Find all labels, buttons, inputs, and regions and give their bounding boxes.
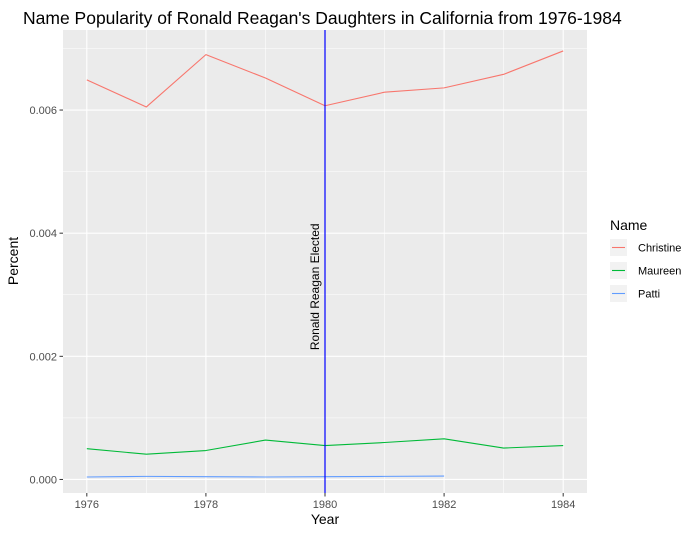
series-line-patti bbox=[86, 475, 445, 478]
y-axis-title: Percent bbox=[5, 237, 21, 285]
reference-line-layer: Ronald Reagan Elected bbox=[308, 30, 326, 493]
election-annotation: Ronald Reagan Elected bbox=[308, 223, 322, 350]
y-tick-label: 0.004 bbox=[29, 228, 57, 240]
y-tick-label: 0.002 bbox=[29, 351, 57, 363]
x-axis-title: Year bbox=[311, 511, 340, 527]
legend-label-christine: Christine bbox=[638, 243, 681, 255]
x-tick-label: 1982 bbox=[432, 499, 456, 511]
y-axis-ticks: 0.000 0.002 0.004 0.006 bbox=[29, 105, 63, 486]
x-tick-label: 1980 bbox=[313, 499, 337, 511]
x-tick-label: 1976 bbox=[75, 499, 99, 511]
x-axis-ticks: 1976 1978 1980 1982 1984 bbox=[75, 493, 575, 511]
y-tick-label: 0.000 bbox=[29, 474, 57, 486]
y-tick-label: 0.006 bbox=[29, 105, 57, 117]
legend-label-maureen: Maureen bbox=[638, 266, 681, 278]
x-tick-label: 1984 bbox=[551, 499, 575, 511]
x-tick-label: 1978 bbox=[194, 499, 218, 511]
legend-label-patti: Patti bbox=[638, 289, 660, 301]
legend: Name Christine Maureen Patti bbox=[610, 217, 681, 302]
chart-title: Name Popularity of Ronald Reagan's Daugh… bbox=[23, 8, 622, 28]
legend-title: Name bbox=[610, 217, 648, 233]
